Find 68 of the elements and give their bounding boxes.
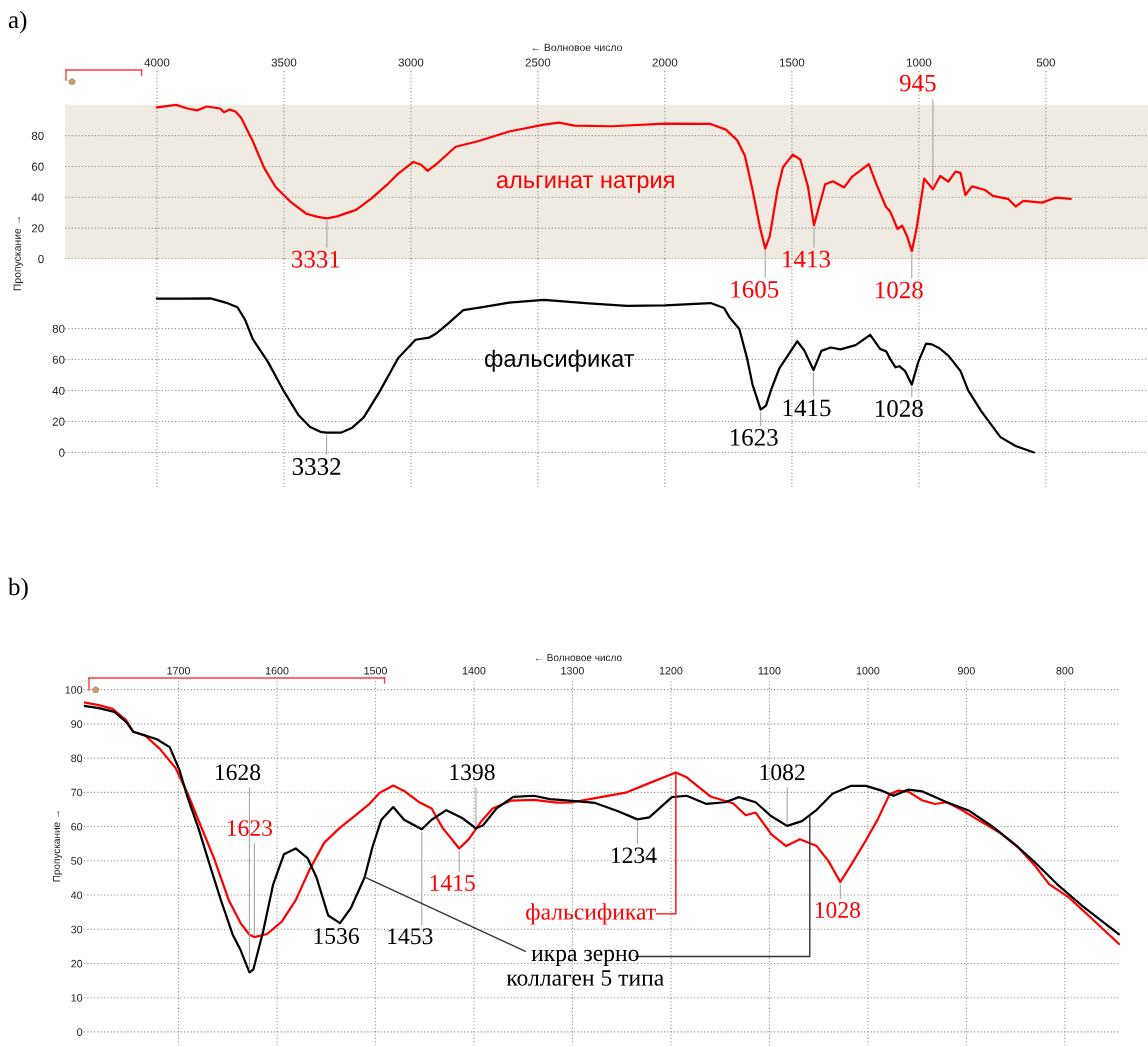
annotation: 1234 [611,847,657,864]
annotation: 3332 [292,458,341,475]
y-tick-label: 10 [71,994,83,1002]
annotation: 1415 [430,875,475,891]
y-tick-label: 20 [52,417,65,426]
x-tick-label: 1000 [856,666,880,675]
x-tick-label: 800 [1056,666,1074,675]
y-tick-label: 30 [71,925,83,934]
annotation: 1623 [227,820,273,837]
annotation: 1628 [215,764,261,781]
x-tick-label: 1500 [779,58,805,67]
x-tick-label: 2500 [525,58,551,67]
x-tick-label: 4000 [144,58,170,67]
y-tick-label: 60 [31,162,44,171]
line-series [155,297,1036,454]
y-tick-label: 20 [71,959,83,968]
annotation: 1028 [875,281,923,299]
x-tick-label: 500 [1036,58,1056,67]
y-tick-label: 0 [38,255,44,264]
x-tick-label: 1600 [265,666,289,675]
x-tick-label: 3500 [271,58,297,67]
x-tick-label: 1700 [167,666,191,675]
x-tick-label: 1000 [906,58,932,67]
annotation: 1398 [450,764,495,781]
x-tick-label: 1100 [758,666,781,675]
x-axis-title: ← Волновое число [532,43,622,52]
series-label: альгинат натрия [496,175,674,193]
y-tick-label: 40 [31,193,44,202]
annotation: 1453 [388,928,433,945]
x-tick-label: 1500 [364,666,387,675]
annotation: 1028 [875,400,923,417]
x-tick-label: 2000 [652,58,678,67]
chart-title: b) [8,577,28,601]
text: фальсификат [526,903,656,925]
y-axis-title: Пропускание → [13,216,23,291]
y-tick-label: 90 [71,720,83,728]
annotation: 1536 [314,928,359,944]
annotation: 1413 [783,250,831,268]
annotation: 1415 [783,399,831,417]
x-tick-label: 900 [957,666,975,675]
y-tick-label: 0 [59,448,65,457]
y-tick-label: 60 [71,822,83,831]
annotation: 1605 [731,280,779,298]
x-tick-label: 1300 [561,666,584,675]
annotation: 1082 [760,764,805,781]
y-tick-label: 50 [71,857,83,865]
y-tick-label: 60 [52,355,65,364]
y-tick-label: 80 [71,754,83,763]
y-tick-label: 100 [65,686,83,694]
x-tick-label: 1400 [462,666,486,675]
series-label: фальсификат [484,349,635,372]
y-tick-label: 20 [31,224,44,233]
annotation: 945 [899,74,936,92]
y-tick-label: 80 [31,131,44,140]
x-tick-label: 3000 [398,58,424,67]
y-tick-label: 80 [52,324,65,333]
annotation: 3331 [292,250,340,268]
y-tick-label: 70 [71,788,83,797]
x-axis-title: ← Волновое число [535,654,622,662]
y-axis-title: Пропускание → [53,811,62,882]
annotation: 1028 [815,901,861,918]
y-tick-label: 40 [52,386,65,395]
chart-title: a) [8,10,27,34]
y-tick-label: 40 [70,891,83,899]
text: икра зерно коллаген 5 типа [506,949,664,986]
x-tick-label: 1200 [659,666,683,675]
y-tick-label: 0 [77,1028,83,1036]
annotation: 1623 [730,429,778,446]
